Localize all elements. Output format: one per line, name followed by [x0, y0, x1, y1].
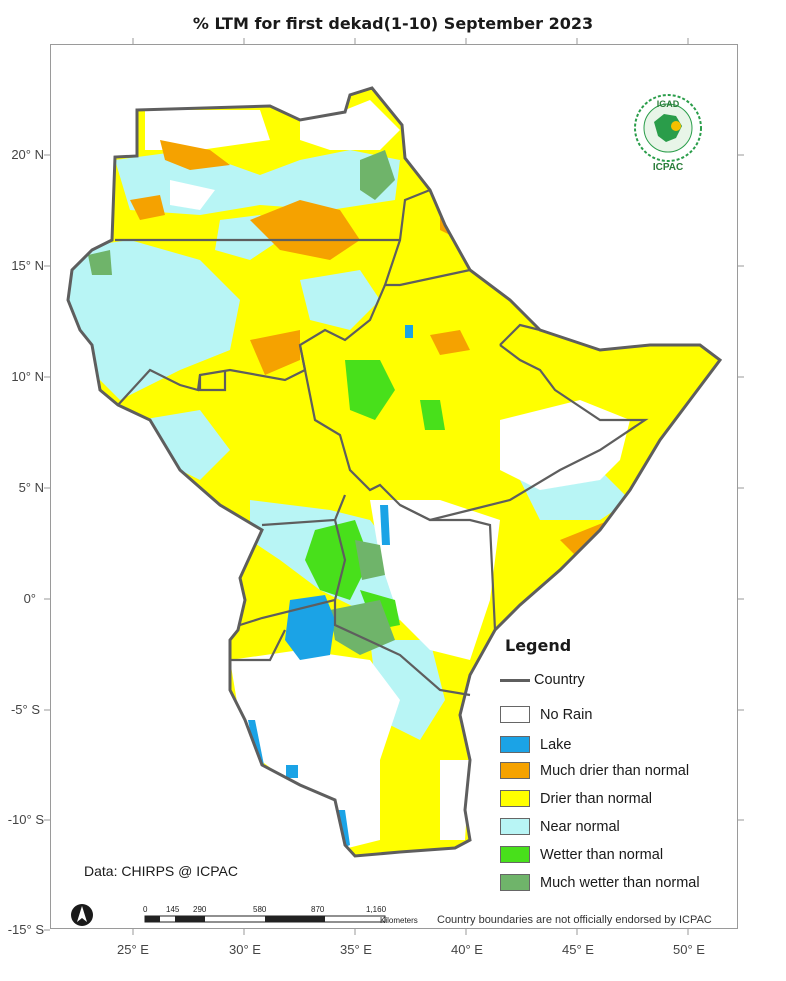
scale-tick-1160: 1,160 [366, 905, 387, 914]
legend-swatch [500, 736, 530, 753]
scale-unit: Kilometers [380, 916, 418, 925]
legend-item-drier: Drier than normal [500, 790, 652, 807]
lat-label-10s: -10° S [7, 812, 44, 827]
graticule-ticks [44, 38, 744, 935]
lat-label-15s: -15° S [7, 922, 44, 937]
legend-label: Wetter than normal [540, 846, 664, 863]
legend-label: Near normal [540, 818, 620, 835]
lat-label-5s: -5° S [10, 702, 40, 717]
lon-label-40e: 40° E [451, 942, 483, 957]
logo-bottom-text: ICPAC [652, 162, 684, 173]
logo-top-text: IGAD [656, 99, 680, 109]
country-line-icon [500, 678, 530, 682]
legend-swatch [500, 818, 530, 835]
legend-label: Much drier than normal [540, 762, 690, 779]
scale-tick-145: 145 [166, 905, 180, 914]
lat-label-5n: 5° N [18, 480, 44, 495]
map-title: % LTM for first dekad(1-10) September 20… [192, 14, 594, 33]
lon-label-30e: 30° E [229, 942, 261, 957]
legend-item-wetter: Wetter than normal [500, 846, 663, 863]
lat-label-10n: 10° N [11, 369, 44, 384]
legend-item-lake: Lake [500, 736, 571, 753]
legend-swatch [500, 706, 530, 723]
igad-icpac-logo: IGAD ICPAC [632, 92, 704, 180]
legend-title: Legend [505, 636, 572, 655]
rainfall-anomaly-layer [68, 88, 720, 856]
legend-item-no-rain: No Rain [500, 706, 592, 723]
lon-label-25e: 25° E [117, 942, 149, 957]
legend-label: Lake [540, 736, 572, 753]
scale-tick-870: 870 [311, 905, 325, 914]
legend-swatch [500, 790, 530, 807]
legend-label: Much wetter than normal [540, 874, 700, 891]
lat-label-15n: 15° N [11, 258, 44, 273]
map-frame [50, 44, 738, 929]
legend-swatch [500, 846, 530, 863]
legend-label: Country [534, 672, 585, 688]
lat-label-20n: 20° N [11, 147, 44, 162]
legend-label: No Rain [540, 706, 593, 723]
legend-item-much-wetter: Much wetter than normal [500, 874, 700, 891]
scale-tick-290: 290 [193, 905, 207, 914]
legend-item-near-normal: Near normal [500, 818, 620, 835]
lon-label-45e: 45° E [562, 942, 594, 957]
legend-label: Drier than normal [540, 790, 653, 807]
legend-swatch [500, 874, 530, 891]
legend-swatch [500, 762, 530, 779]
north-arrow-icon [70, 903, 94, 927]
lat-label-0: 0° [23, 591, 36, 606]
data-source: Data: CHIRPS @ ICPAC [84, 863, 238, 879]
lon-label-35e: 35° E [340, 942, 372, 957]
boundary-disclaimer: Country boundaries are not officially en… [437, 914, 712, 926]
scale-tick-580: 580 [253, 905, 267, 914]
scale-tick-0: 0 [143, 905, 148, 914]
legend-item-much-drier: Much drier than normal [500, 762, 689, 779]
scale-bar [144, 915, 386, 923]
lon-label-50e: 50° E [673, 942, 705, 957]
legend-item-country: Country [500, 672, 585, 688]
country-boundaries [99, 110, 649, 697]
